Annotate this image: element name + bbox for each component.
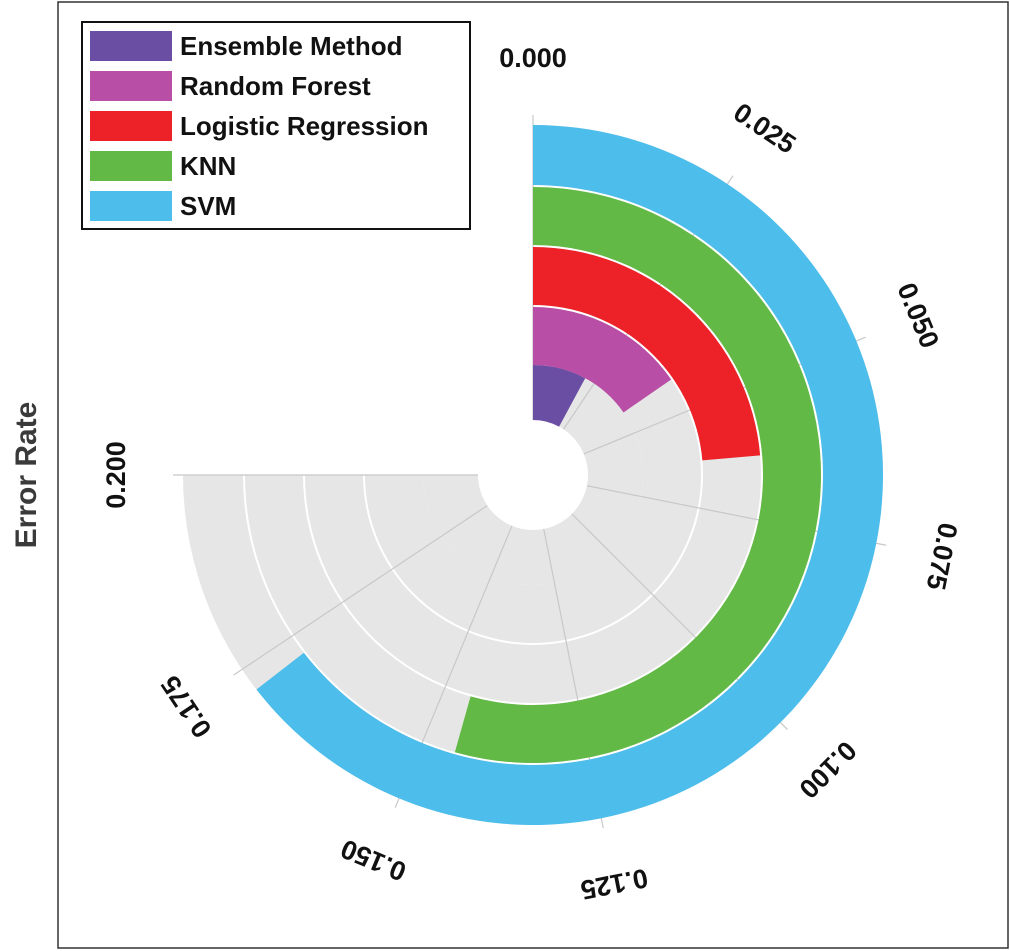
legend-swatch-knn <box>90 151 172 181</box>
legend-swatch-random-forest <box>90 71 172 101</box>
legend-label-ensemble-method: Ensemble Method <box>180 31 402 61</box>
legend-label-svm: SVM <box>180 191 236 221</box>
y-axis-label: Error Rate <box>10 402 43 549</box>
legend-swatch-ensemble-method <box>90 31 172 61</box>
legend-label-logistic-regression: Logistic Regression <box>180 111 429 141</box>
tick-label-0: 0.000 <box>499 43 567 73</box>
bar-ensemble-method <box>533 364 586 427</box>
legend-label-random-forest: Random Forest <box>180 71 371 101</box>
data-bars <box>256 125 884 825</box>
bar-random-forest <box>533 307 672 413</box>
legend-swatch-logistic-regression <box>90 111 172 141</box>
tick-label-8: 0.200 <box>101 441 131 509</box>
bar-knn <box>454 187 821 764</box>
legend: Ensemble Method Random Forest Logistic Reg… <box>81 21 471 230</box>
bar-logistic-regression <box>533 247 761 461</box>
legend-label-knn: KNN <box>180 151 236 181</box>
gridline-7 <box>233 505 488 676</box>
legend-swatch-svm <box>90 191 172 221</box>
